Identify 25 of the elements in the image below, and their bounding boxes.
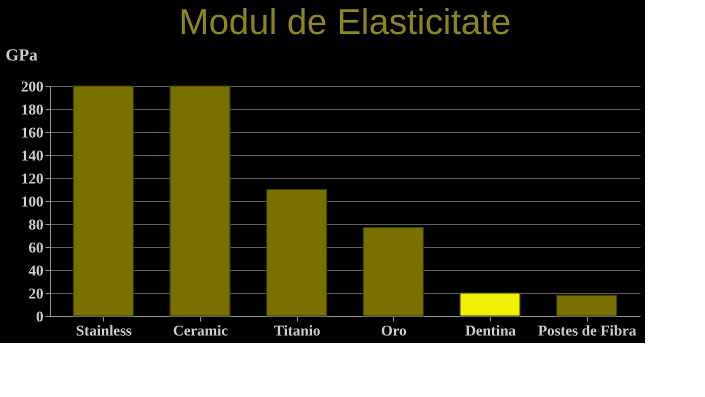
x-tick-label: Ceramic xyxy=(173,324,228,340)
y-axis-title: GPa xyxy=(6,46,38,64)
y-tick-label: 140 xyxy=(21,148,44,164)
x-tick-label: Oro xyxy=(381,324,407,340)
bar xyxy=(460,292,520,316)
y-tick-label: 180 xyxy=(21,102,44,118)
y-tick-label: 60 xyxy=(28,240,44,256)
chart-title: Modul de Elasticitate xyxy=(178,1,512,42)
y-tick-label: 100 xyxy=(21,194,44,210)
y-tick-label: 80 xyxy=(28,218,44,234)
bar xyxy=(556,294,618,316)
x-tick-label: Postes de Fibra xyxy=(538,324,637,340)
y-tick-label: 120 xyxy=(21,172,44,188)
bar xyxy=(170,86,230,316)
x-tick-label: Dentina xyxy=(465,324,516,340)
x-tick-label: Titanio xyxy=(274,324,320,340)
bar xyxy=(266,189,328,316)
bar xyxy=(362,226,424,316)
y-tick-label: 200 xyxy=(21,80,44,96)
bar xyxy=(72,86,134,316)
y-tick-label: 20 xyxy=(28,286,44,302)
x-tick-label: Stainless xyxy=(76,324,132,340)
y-tick-label: 40 xyxy=(28,264,44,280)
y-tick-label: 0 xyxy=(36,310,44,326)
y-tick-label: 160 xyxy=(21,126,44,142)
